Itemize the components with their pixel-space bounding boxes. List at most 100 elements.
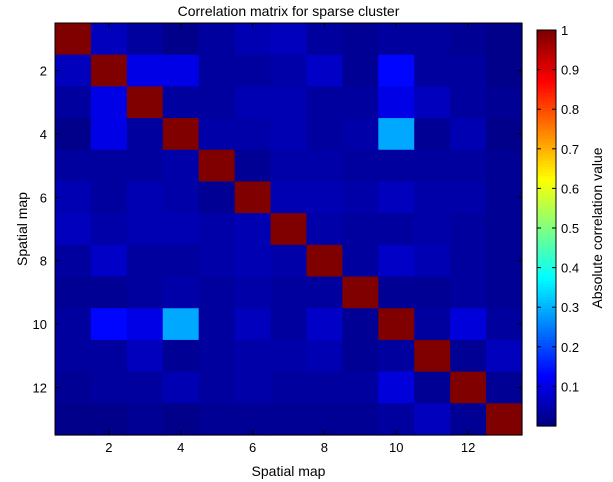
colorbar-strip [537,57,556,62]
colorbar-strip [537,153,556,158]
heatmap-cell [55,86,92,119]
heatmap-cell [342,403,379,436]
colorbar-tick-label: 0.6 [561,181,579,196]
colorbar-strip [537,395,556,399]
colorbar-strip [537,370,556,374]
heatmap-cell [55,403,92,436]
colorbar-strip [537,296,556,300]
heatmap-cell [486,118,523,151]
heatmap-cell [306,339,343,373]
heatmap-cell [378,118,415,151]
colorbar-strip [537,401,556,405]
heatmap-cell [55,213,92,246]
heatmap-cell [270,213,308,246]
heatmap-cell [270,339,308,373]
x-tick-label: 6 [249,440,256,455]
colorbar-strip [537,274,556,279]
heatmap-cell [198,118,236,151]
colorbar-strip [537,45,556,50]
heatmap-cell [198,244,236,278]
y-tick-label: 6 [40,190,47,205]
heatmap-cell [198,213,236,246]
heatmap-cell [486,86,523,119]
heatmap-cell [414,118,451,151]
colorbar-strip [537,82,556,87]
colorbar-strip [537,197,556,201]
colorbar-strip [537,265,556,269]
colorbar-strip [537,228,556,232]
colorbar-frame [536,29,557,427]
colorbar-strip [537,292,556,297]
heatmap-cell [378,213,415,246]
colorbar-strip [537,255,556,260]
heatmap-cell [126,149,164,183]
colorbar-strip [537,147,556,152]
heatmap-cell [234,244,272,278]
heatmap-cell [486,213,523,246]
heatmap-cell [90,213,128,246]
heatmap-cell [342,276,379,309]
colorbar-strip [537,135,556,139]
colorbar-strip [537,280,556,285]
heatmap-cell [306,308,343,341]
heatmap-cell [55,276,92,309]
colorbar-strip [537,391,556,396]
colorbar-strip [537,271,556,275]
heatmap-cell [234,86,272,119]
colorbar-gradient [537,30,556,427]
y-tick-label: 2 [40,64,47,79]
heatmap-cell [414,149,451,183]
heatmap-cell [414,86,451,119]
heatmap-cell [378,23,415,56]
heatmap-cell [90,371,128,404]
heatmap-cell [198,339,236,373]
heatmap-cell [414,244,451,278]
x-axis-label: Spatial map [252,463,326,479]
heatmap-cell [378,54,415,87]
heatmap-cell [450,149,487,183]
colorbar-strip [537,404,556,409]
heatmap-cell [378,308,415,341]
colorbar-strip [537,159,556,164]
heatmap-cell [450,23,487,56]
colorbar-strip [537,262,556,266]
heatmap-cell [486,23,523,56]
heatmap-cell [234,371,272,404]
heatmap-cells [55,23,523,436]
heatmap-cell [198,276,236,309]
heatmap-cell [234,149,272,183]
heatmap-cell [414,403,451,436]
colorbar-strip [537,231,556,235]
colorbar-strip [537,336,556,340]
colorbar-strip [537,67,556,71]
colorbar-strip [537,79,556,84]
heatmap-cell [414,54,451,87]
colorbar-strip [537,330,556,334]
colorbar-strip [537,206,556,211]
colorbar-strip [537,407,556,412]
colorbar-strip [537,70,556,74]
colorbar-strip [537,320,556,325]
colorbar-strip [537,361,556,365]
colorbar-strip [537,172,556,176]
heatmap-cell [198,23,236,56]
colorbar-strip [537,308,556,313]
colorbar-strip [537,54,556,59]
heatmap-cell [450,371,487,404]
colorbar-strip [537,156,556,161]
heatmap-cell [306,118,343,151]
heatmap-cell [162,54,200,87]
heatmap-cell [414,339,451,373]
colorbar-strip [537,416,556,421]
heatmap-cell [234,213,272,246]
colorbar-strip [537,107,556,112]
colorbar-strip [537,302,556,306]
heatmap-cell [342,54,379,87]
colorbar-strip [537,218,556,223]
colorbar-strip [537,144,556,149]
colorbar-strip [537,129,556,133]
colorbar-strip [537,113,556,118]
x-tick-label: 12 [461,440,475,455]
colorbar-strip [537,224,556,229]
colorbar-strip [537,317,556,322]
